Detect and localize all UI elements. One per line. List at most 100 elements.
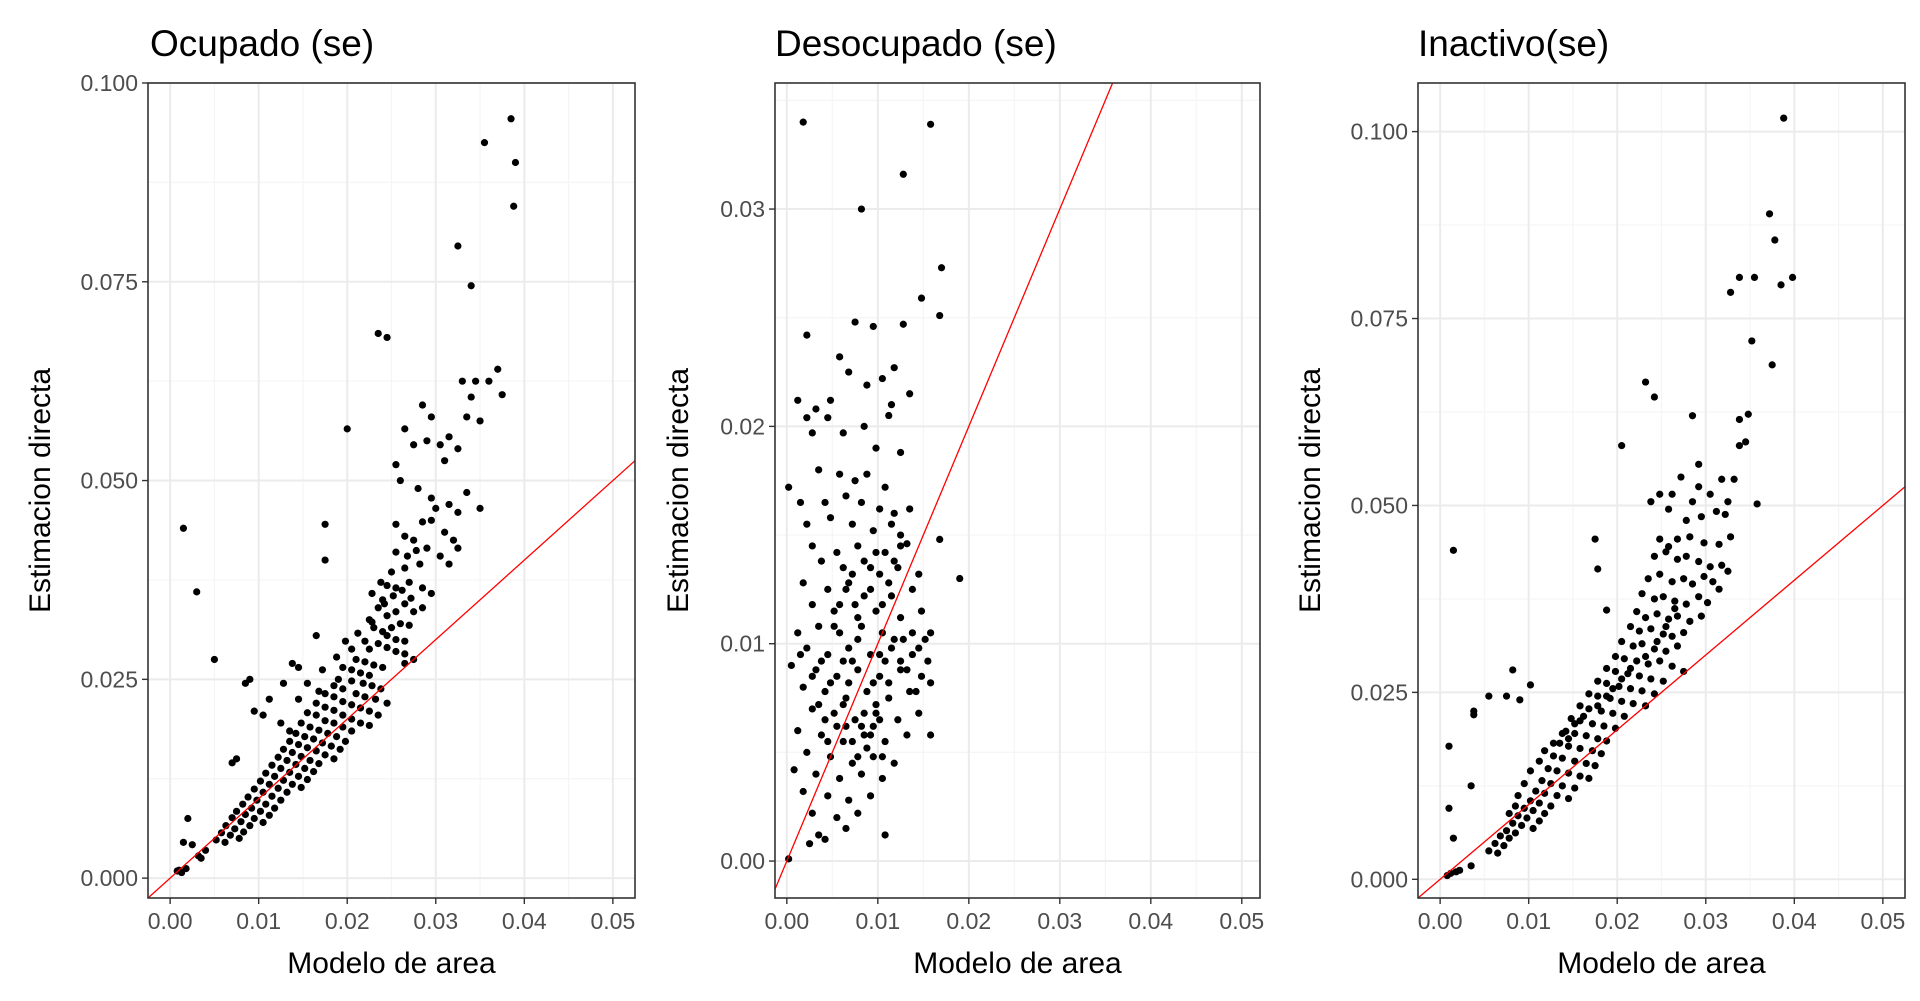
data-point — [1744, 410, 1752, 418]
data-point — [1571, 729, 1579, 738]
data-point — [370, 624, 378, 632]
data-point — [1582, 759, 1590, 768]
data-point — [899, 320, 907, 328]
data-point — [407, 594, 415, 602]
data-point — [1788, 273, 1797, 282]
data-point — [903, 731, 911, 739]
data-point — [414, 484, 422, 493]
data-point — [377, 578, 385, 586]
data-point — [863, 470, 871, 478]
data-point — [1509, 819, 1517, 827]
data-point — [418, 604, 427, 612]
data-point — [878, 601, 886, 609]
data-point — [510, 202, 518, 210]
data-point — [1535, 799, 1543, 807]
data-point — [365, 671, 373, 679]
x-axis-label: Modelo de area — [287, 947, 496, 980]
data-point — [387, 568, 396, 576]
data-point — [1509, 666, 1517, 674]
data-point — [392, 461, 400, 469]
x-tick-label: 0.03 — [1037, 908, 1082, 934]
data-point — [1470, 711, 1478, 719]
data-point — [808, 429, 816, 437]
data-point — [371, 695, 380, 703]
data-point — [418, 518, 427, 526]
data-point — [392, 608, 400, 616]
data-point — [1673, 555, 1682, 563]
data-point — [826, 396, 835, 404]
data-point — [1726, 288, 1735, 296]
data-point — [1576, 702, 1584, 710]
data-point — [301, 764, 309, 772]
y-axis-label: Estimacion directa — [1294, 368, 1327, 613]
data-point — [339, 663, 347, 672]
data-point — [912, 687, 920, 696]
data-point — [842, 824, 850, 833]
data-point — [379, 663, 387, 672]
data-point — [179, 838, 188, 846]
data-point — [294, 740, 303, 749]
data-point — [851, 477, 859, 485]
panel-title: Inactivo(se) — [1418, 23, 1609, 64]
data-point — [836, 774, 844, 783]
data-point — [1594, 702, 1602, 710]
data-point — [359, 679, 367, 687]
data-point — [1668, 632, 1676, 640]
data-point — [294, 695, 303, 703]
data-point — [803, 520, 811, 528]
data-point — [924, 657, 932, 665]
data-point — [403, 552, 412, 560]
data-point — [1765, 210, 1774, 218]
data-point — [1603, 692, 1611, 700]
data-point — [441, 457, 449, 465]
data-point — [857, 770, 866, 778]
data-point — [445, 500, 453, 509]
data-point — [309, 735, 318, 743]
data-point — [869, 753, 877, 761]
data-point — [226, 831, 234, 839]
data-point — [1585, 690, 1593, 698]
data-point — [833, 548, 841, 557]
x-tick-label: 0.01 — [236, 908, 281, 934]
data-point — [1724, 567, 1732, 575]
data-point — [1697, 612, 1705, 620]
data-point — [917, 607, 926, 615]
data-point — [1650, 645, 1659, 653]
data-point — [1656, 570, 1664, 578]
data-point — [1618, 675, 1626, 683]
data-point — [857, 498, 866, 507]
x-tick-label: 0.03 — [413, 908, 458, 934]
data-point — [860, 731, 868, 739]
data-point — [392, 584, 400, 592]
data-point — [348, 677, 356, 685]
data-point — [1706, 490, 1714, 498]
data-point — [851, 716, 859, 724]
data-point — [1673, 642, 1682, 650]
data-point — [908, 650, 917, 659]
data-point — [1626, 622, 1635, 631]
data-point — [398, 586, 406, 594]
data-point — [854, 542, 862, 550]
data-point — [321, 556, 329, 564]
data-point — [1673, 612, 1682, 620]
data-point — [265, 811, 273, 819]
data-point — [890, 557, 898, 565]
data-point — [265, 695, 273, 703]
data-point — [927, 731, 935, 739]
data-point — [833, 722, 841, 730]
data-point — [1615, 682, 1623, 690]
data-point — [244, 793, 252, 801]
data-point — [872, 548, 880, 557]
data-point — [1618, 697, 1626, 705]
data-point — [881, 657, 889, 665]
data-point — [1496, 832, 1504, 840]
panel-ocupado: Ocupado (se) 0.000 0.025 0.050 0.075 0.100 0… — [24, 23, 636, 980]
data-point — [184, 814, 192, 823]
y-axis-ticks: 0.000 0.025 0.050 0.075 0.100 — [1350, 119, 1418, 892]
data-point — [333, 653, 341, 661]
data-point — [1620, 655, 1628, 663]
data-point — [480, 139, 489, 147]
data-point — [1491, 839, 1499, 848]
data-point — [274, 753, 282, 761]
data-point — [854, 614, 862, 622]
